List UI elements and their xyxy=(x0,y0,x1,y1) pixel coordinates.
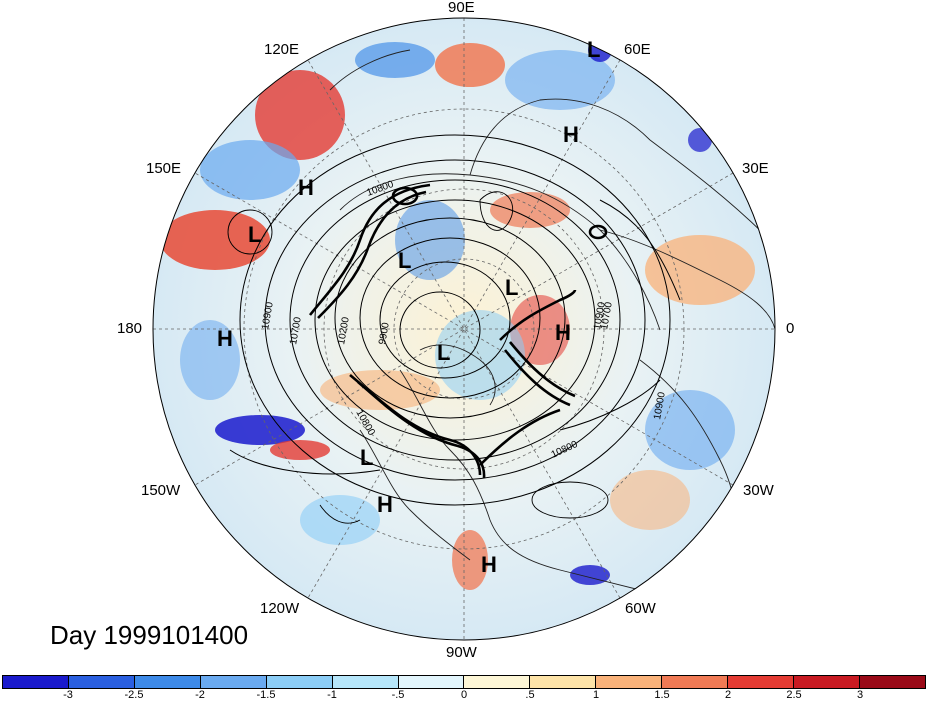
colorbar-swatch xyxy=(596,676,663,688)
pressure-system-label: L xyxy=(360,445,373,470)
longitude-label: 90W xyxy=(446,644,477,661)
longitude-label: 60E xyxy=(624,41,651,58)
colorbar-tick-label: -2.5 xyxy=(124,689,144,701)
colorbar-swatch xyxy=(859,676,925,688)
colorbar-tick-label: -2 xyxy=(195,689,205,701)
contour-label: 10200 xyxy=(336,316,352,346)
longitude-label: 120W xyxy=(260,600,300,617)
colorbar-tick-label: .5 xyxy=(525,689,535,701)
minor-contours xyxy=(227,191,609,524)
colorbar-swatch xyxy=(530,676,597,688)
longitude-label: 180 xyxy=(117,320,143,337)
longitude-label: 90E xyxy=(448,0,475,16)
polar-map: 10800 10700 10200 9900 10900 10800 10900… xyxy=(152,17,776,641)
colorbar-swatch xyxy=(134,676,201,688)
colorbar-tick-label: -1.5 xyxy=(256,689,276,701)
colorbar-tick-label: -.5 xyxy=(391,689,405,701)
longitude-label: 30E xyxy=(742,160,769,177)
colorbar-tick-label: 1.5 xyxy=(654,689,670,701)
contour-label: 10900 xyxy=(260,301,276,331)
longitude-label: 120E xyxy=(264,41,300,58)
colorbar xyxy=(2,675,926,689)
colorbar-swatch xyxy=(200,676,267,688)
colorbar-swatch xyxy=(794,676,860,688)
contour-label: 10900 xyxy=(652,391,668,421)
contour-label: 10700 xyxy=(288,316,304,346)
longitude-label: 150W xyxy=(141,482,181,499)
pressure-system-label: H xyxy=(298,175,314,200)
colorbar-tick-label: 2.5 xyxy=(786,689,802,701)
contour-label: 10900 xyxy=(592,301,608,331)
colorbar-swatch xyxy=(464,676,531,688)
colorbar-swatch xyxy=(398,676,465,688)
colorbar-tick-label: 1 xyxy=(592,689,600,701)
colorbar-tick-label: -3 xyxy=(63,689,73,701)
globe-outline xyxy=(152,17,776,641)
day-label: Day 1999101400 xyxy=(50,620,249,650)
colorbar-tick-label: 3 xyxy=(856,689,864,701)
contour-label: 10700 xyxy=(599,301,615,331)
pressure-system-label: L xyxy=(437,340,450,365)
contour-label: 9900 xyxy=(377,321,392,345)
pressure-system-label: L xyxy=(398,248,411,273)
colorbar-swatch xyxy=(266,676,333,688)
pressure-system-label: L xyxy=(587,37,600,62)
coastlines xyxy=(329,49,775,601)
pressure-systems: L H H L L L H H L L H H xyxy=(217,37,600,577)
height-contours xyxy=(229,134,681,506)
pressure-system-label: H xyxy=(377,492,393,517)
pressure-system-label: H xyxy=(481,552,497,577)
longitude-label: 0 xyxy=(786,320,795,337)
colorbar-ticks: -3 -2.5 -2 -1.5 -1 -.5 0 .5 1 1.5 2 2.5 3 xyxy=(2,689,926,702)
longitude-label: 150E xyxy=(146,160,182,177)
colorbar-swatch xyxy=(728,676,795,688)
colorbar-swatch xyxy=(3,676,69,688)
colorbar-tick-label: 0 xyxy=(460,689,468,701)
pressure-system-label: L xyxy=(248,222,261,247)
colorbar-swatch xyxy=(332,676,399,688)
longitude-label: 30W xyxy=(743,482,774,499)
longitude-label: 60W xyxy=(625,600,656,617)
pressure-system-label: L xyxy=(505,275,518,300)
pressure-system-label: H xyxy=(217,326,233,351)
colorbar-swatch xyxy=(662,676,729,688)
colorbar-swatch xyxy=(68,676,135,688)
jet-contours xyxy=(308,183,608,479)
colorbar-tick-label: 2 xyxy=(724,689,732,701)
colorbar-tick-label: -1 xyxy=(327,689,337,701)
pressure-system-label: H xyxy=(563,122,579,147)
pressure-system-label: H xyxy=(555,320,571,345)
